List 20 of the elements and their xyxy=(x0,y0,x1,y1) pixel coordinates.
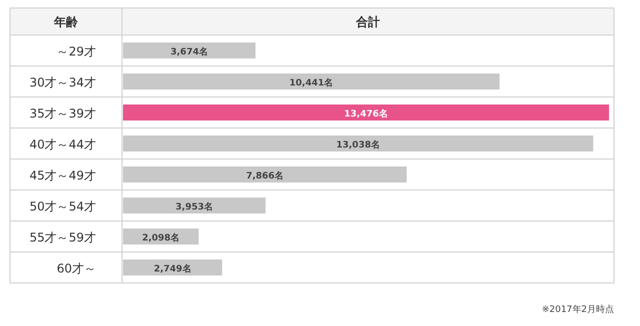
y-tick-label: 35才～39才 xyxy=(29,106,96,120)
y-tick-label: 55才～59才 xyxy=(29,230,96,244)
y-tick-label: 50才～54才 xyxy=(29,200,96,214)
y-axis-title: 年齢 xyxy=(53,15,79,29)
bar xyxy=(123,104,609,120)
data-label: 3,674名 xyxy=(170,46,208,58)
y-tick-label: 60才～ xyxy=(56,262,96,276)
y-tick-label: 45才～49才 xyxy=(29,168,96,182)
y-tick-label: 40才～44才 xyxy=(29,138,96,152)
data-label: 10,441名 xyxy=(289,78,334,88)
x-axis-title: 合計 xyxy=(355,15,380,29)
data-label: 3,953名 xyxy=(176,202,214,212)
data-label: 2,749名 xyxy=(154,264,192,274)
y-tick-label: ～29才 xyxy=(56,44,96,58)
data-label: 13,038名 xyxy=(336,140,380,150)
data-label: 7,866名 xyxy=(246,170,284,182)
y-tick-label: 30才～34才 xyxy=(29,76,96,90)
data-label: 13,476名 xyxy=(344,108,388,120)
data-label: 2,098名 xyxy=(142,232,180,244)
text: ※2017年2月時点 xyxy=(542,304,614,315)
